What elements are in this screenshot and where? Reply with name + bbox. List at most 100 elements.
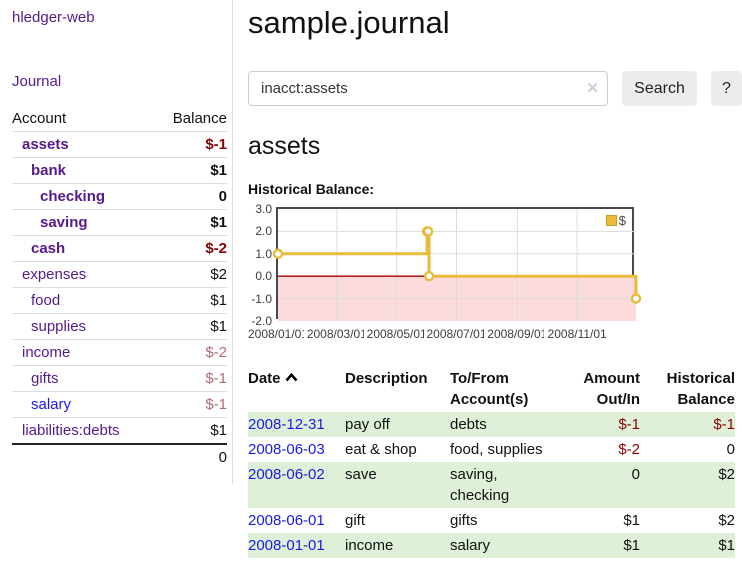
account-row: saving $1 [12, 209, 227, 236]
account-row: salary $-1 [12, 391, 227, 418]
sidebar: hledger-web Journal Account Balance asse… [0, 0, 233, 484]
transaction-amount: $1 [623, 537, 640, 554]
app-title: hledger-web [12, 9, 226, 26]
transaction-description: pay off [345, 416, 390, 433]
account-link[interactable]: expenses [22, 266, 87, 283]
account-link[interactable]: cash [31, 240, 66, 257]
transaction-description: save [345, 466, 377, 483]
transaction-row[interactable]: 2008-01-01 income salary $1 $1 [248, 533, 735, 558]
y-axis-tick-label: 0.0 [255, 269, 272, 284]
transaction-date-link[interactable]: 2008-12-31 [248, 416, 325, 433]
app-title-link[interactable]: hledger-web [12, 9, 95, 26]
transaction-accounts: debts [450, 416, 487, 433]
account-balance: $1 [154, 157, 227, 184]
help-button[interactable]: ? [711, 71, 742, 106]
account-link[interactable]: saving [40, 214, 88, 231]
search-button[interactable]: Search [622, 71, 697, 106]
transaction-date: 2008-06-01 [248, 508, 345, 533]
transaction-date-link[interactable]: 2008-06-03 [248, 441, 325, 458]
x-axis-tick-label: 2008/07/01 [423, 327, 490, 341]
account-row: assets $-1 [12, 132, 227, 158]
chart-canvas [272, 209, 642, 321]
transaction-amount: $-2 [618, 441, 640, 458]
x-axis-tick-label: 2008/01/01 [245, 327, 311, 341]
search-box: ✕ [248, 71, 608, 106]
sort-ascending-caret-icon [285, 373, 297, 382]
y-axis-tick-label: 2.0 [255, 224, 272, 239]
clear-search-icon[interactable]: ✕ [586, 80, 599, 97]
search-form: ✕ Search ? [248, 71, 742, 106]
y-axis-tick-label: -2.0 [251, 314, 272, 328]
transaction-accounts: saving, checking [450, 466, 510, 504]
register-table: Date Description To/From Account(s) Amou… [248, 366, 735, 558]
y-axis-tick-label: 3.0 [255, 202, 272, 216]
transaction-row[interactable]: 2008-12-31 pay off debts $-1 $-1 [248, 412, 735, 437]
transaction-date-link[interactable]: 2008-06-01 [248, 512, 325, 529]
account-link[interactable]: income [22, 344, 71, 361]
account-heading: assets [248, 132, 321, 160]
account-row: expenses $2 [12, 261, 227, 288]
account-row: liabilities:debts $1 [12, 417, 227, 444]
transaction-amount: 0 [631, 466, 640, 483]
account-link[interactable]: supplies [31, 318, 87, 335]
main-content: sample.journal ✕ Search ? assets Histori… [245, 0, 742, 558]
account-link[interactable]: checking [40, 188, 106, 205]
transaction-date-link[interactable]: 2008-01-01 [248, 537, 325, 554]
account-balance: $1 [154, 287, 227, 314]
transaction-amount: $1 [623, 512, 640, 529]
account-balance: $-2 [154, 235, 227, 262]
register-header-date[interactable]: Date [248, 366, 345, 412]
transaction-row[interactable]: 2008-06-01 gift gifts $1 $2 [248, 508, 735, 533]
account-link[interactable]: liabilities:debts [22, 422, 120, 439]
accounts-table: Account Balance assets $-1 bank $1 checking 0… [12, 107, 227, 470]
transaction-balance: $-1 [713, 416, 735, 433]
transaction-accounts: gifts [450, 512, 478, 529]
register-header-accounts: To/From Account(s) [450, 370, 529, 408]
account-balance: $1 [154, 313, 227, 340]
transaction-description: gift [345, 512, 366, 529]
account-balance: $2 [154, 261, 227, 288]
transaction-amount: $-1 [618, 416, 640, 433]
account-balance: $1 [154, 209, 227, 236]
account-row: bank $1 [12, 157, 227, 184]
account-row: gifts $-1 [12, 365, 227, 392]
x-axis-tick-label: 2008/09/01 [484, 327, 551, 341]
transaction-date: 2008-12-31 [248, 412, 345, 437]
account-row: income $-2 [12, 339, 227, 366]
transaction-date: 2008-06-03 [248, 437, 345, 462]
y-axis-tick-label: -1.0 [251, 291, 272, 306]
transaction-description: income [345, 537, 394, 554]
transaction-balance: 0 [726, 441, 735, 458]
account-link[interactable]: bank [31, 162, 67, 179]
transaction-balance: $2 [718, 512, 735, 529]
transaction-balance: $1 [718, 537, 735, 554]
transaction-balance: $2 [718, 466, 735, 483]
account-link[interactable]: salary [31, 396, 72, 413]
register-header-amount: Amount Out/In [583, 370, 640, 408]
transaction-row[interactable]: 2008-06-03 eat & shop food, supplies $-2 0 [248, 437, 735, 462]
transaction-accounts: food, supplies [450, 441, 543, 458]
account-balance: $-1 [205, 136, 227, 153]
sidebar-item-journal[interactable]: Journal [12, 73, 62, 90]
historical-balance-chart: $ 3.0 2.0 1.0 0.0 -1.0 -2.0 2008/01/01 2008/03/… [245, 203, 742, 347]
x-axis-tick-label: 2008/03/01 [303, 327, 370, 341]
account-row: cash $-2 [12, 235, 227, 262]
account-balance: $1 [154, 417, 227, 444]
transaction-row[interactable]: 2008-06-02 save saving, checking 0 $2 [248, 462, 735, 508]
transaction-accounts: salary [450, 537, 491, 554]
account-link[interactable]: food [31, 292, 61, 309]
register-header-balance: Historical Balance [666, 370, 735, 408]
search-input[interactable] [248, 71, 608, 106]
chart-title: Historical Balance: [248, 181, 375, 197]
accounts-header-account: Account [12, 107, 155, 132]
account-balance: $-1 [154, 391, 227, 418]
account-link[interactable]: assets [22, 136, 69, 153]
accounts-total: 0 [154, 443, 227, 470]
x-axis-tick-label: 2008/11/01 [544, 327, 611, 341]
transaction-date-link[interactable]: 2008-06-02 [248, 466, 325, 483]
register-header-description: Description [345, 370, 428, 387]
account-balance: $-1 [154, 365, 227, 392]
page-title: sample.journal [248, 5, 450, 40]
account-link[interactable]: gifts [31, 370, 59, 387]
chart-legend: $ [603, 212, 628, 229]
